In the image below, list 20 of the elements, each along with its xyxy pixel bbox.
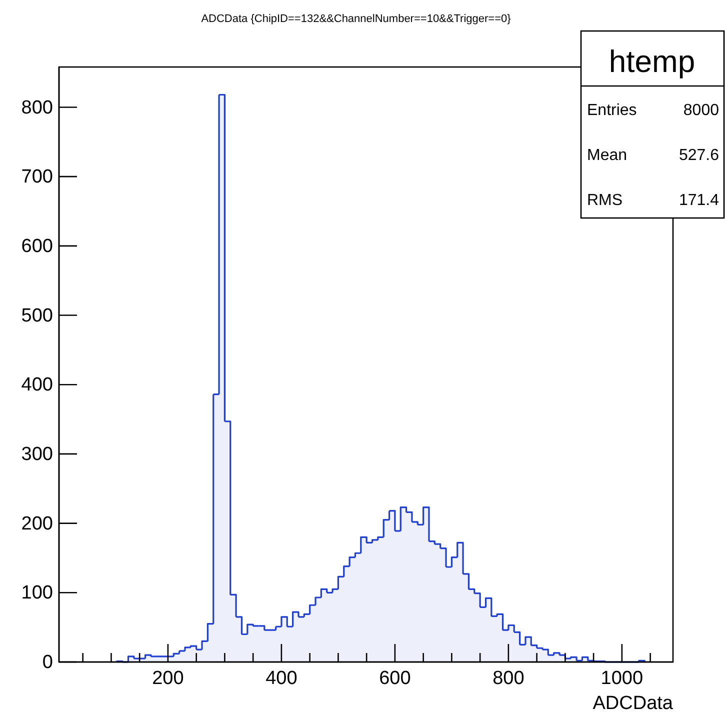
y-tick-label: 600 [21,236,53,257]
y-tick-label: 300 [21,444,53,466]
y-tick-label: 500 [21,305,53,326]
y-tick-label: 400 [21,374,53,396]
text: RMS 171.4 [587,192,719,209]
y-tick-label: 800 [21,97,53,118]
y-tick-label: 200 [21,513,53,534]
x-tick-label: 800 [492,668,524,690]
x-axis-title: ADCData [592,693,674,714]
text: Mean 527.6 [587,147,719,164]
x-tick-label: 600 [379,668,411,690]
y-tick-label: 0 [42,652,53,674]
chart-title: ADCData {ChipID==132&&ChannelNumber==10&&Trigger==0} [201,13,512,25]
text: Entries 8000 [587,102,719,119]
x-tick-label: 200 [152,668,184,690]
x-tick-label: 1000 [600,668,644,690]
annotation: htemp [608,44,696,79]
y-tick-label: 700 [21,166,53,188]
y-tick-label: 100 [21,582,53,604]
x-tick-label: 400 [266,668,298,690]
